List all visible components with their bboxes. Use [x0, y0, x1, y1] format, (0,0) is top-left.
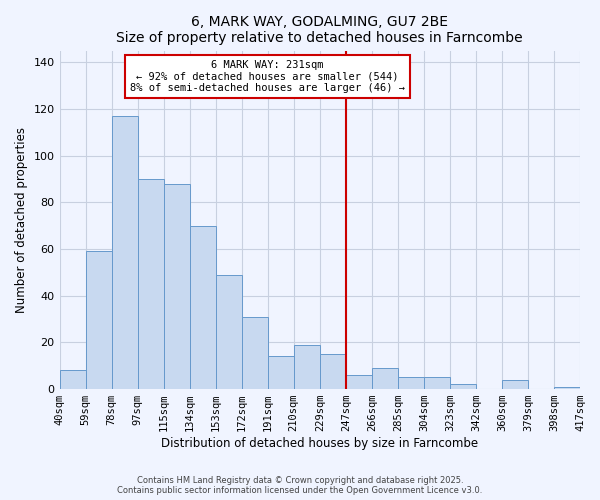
Bar [164, 184, 190, 389]
Bar [450, 384, 476, 389]
Bar [190, 226, 215, 389]
Bar [294, 344, 320, 389]
Bar [554, 386, 580, 389]
Y-axis label: Number of detached properties: Number of detached properties [15, 127, 28, 313]
Title: 6, MARK WAY, GODALMING, GU7 2BE
Size of property relative to detached houses in : 6, MARK WAY, GODALMING, GU7 2BE Size of … [116, 15, 523, 45]
Bar [242, 316, 268, 389]
Bar [137, 179, 164, 389]
X-axis label: Distribution of detached houses by size in Farncombe: Distribution of detached houses by size … [161, 437, 478, 450]
Bar [346, 375, 372, 389]
Bar [112, 116, 137, 389]
Bar [215, 274, 242, 389]
Bar [59, 370, 86, 389]
Bar [502, 380, 528, 389]
Bar [86, 252, 112, 389]
Bar [372, 368, 398, 389]
Bar [398, 378, 424, 389]
Bar [268, 356, 294, 389]
Text: 6 MARK WAY: 231sqm
← 92% of detached houses are smaller (544)
8% of semi-detache: 6 MARK WAY: 231sqm ← 92% of detached hou… [130, 60, 405, 93]
Bar [424, 378, 450, 389]
Text: Contains HM Land Registry data © Crown copyright and database right 2025.
Contai: Contains HM Land Registry data © Crown c… [118, 476, 482, 495]
Bar [320, 354, 346, 389]
